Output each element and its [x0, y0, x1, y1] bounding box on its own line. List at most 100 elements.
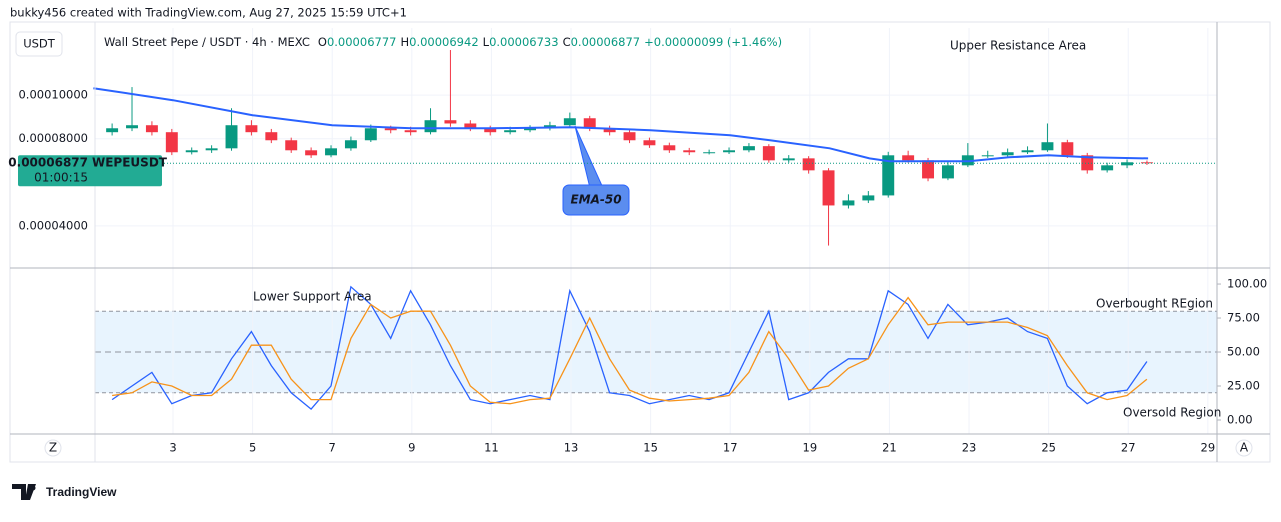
annotation: Upper Resistance Area: [950, 39, 1086, 53]
ohlc-value: 0.00006733: [489, 35, 559, 49]
candle-body: [364, 128, 377, 141]
candle-body: [563, 118, 576, 126]
candle-body: [1101, 165, 1114, 171]
timezone-button[interactable]: [44, 439, 62, 457]
candle-body: [981, 155, 994, 157]
candle-body: [205, 148, 218, 151]
x-tick-label: 7: [329, 441, 336, 455]
candle-body: [384, 128, 397, 131]
y-tick-label: 50.00: [1227, 345, 1260, 359]
frame: [9, 21, 1271, 463]
candle-body: [742, 146, 755, 151]
annotation: Overbought REgion: [1096, 297, 1213, 311]
candle-body: [245, 125, 258, 133]
candle-body: [1041, 142, 1054, 151]
ohlc-label: O: [318, 35, 327, 49]
candle-body: [424, 120, 437, 133]
candle-body: [404, 130, 417, 133]
candle-body: [344, 140, 357, 149]
callout-label: EMA-50: [570, 193, 621, 207]
currency-button[interactable]: [15, 31, 63, 57]
candle-body: [643, 140, 656, 146]
annotation: Oversold Region: [1123, 406, 1221, 420]
y-tick-label: 0.00010000: [18, 88, 88, 102]
x-tick-label: 9: [408, 441, 415, 455]
candle-body: [1081, 155, 1094, 171]
countdown: 01:00:15: [34, 171, 88, 185]
ohlc-value: 0.00006777: [327, 35, 397, 49]
candle-body: [305, 150, 318, 156]
annotation: Lower Support Area: [253, 290, 372, 304]
attribution: bukky456 created with TradingView.com, A…: [10, 6, 407, 20]
candle-body: [1121, 162, 1134, 166]
x-tick-label: 21: [882, 441, 897, 455]
x-tick-label: 13: [564, 441, 579, 455]
ohlc-label: C: [563, 35, 571, 49]
currency-label: USDT: [23, 37, 56, 51]
candle-body: [1021, 150, 1034, 153]
candle-body: [145, 125, 158, 133]
candle-body: [603, 128, 616, 133]
candle-body: [723, 150, 736, 153]
y-tick-label: 75.00: [1227, 311, 1260, 325]
candle-body: [782, 158, 795, 161]
candle-body: [862, 195, 875, 201]
ohlc-value: 0.00006942: [409, 35, 479, 49]
candle-body: [802, 158, 815, 171]
candle-body: [325, 148, 337, 156]
candle-body: [444, 120, 457, 124]
y-tick-label: 0.00: [1227, 412, 1253, 426]
x-tick-label: 25: [1041, 441, 1056, 455]
candle-body: [265, 132, 278, 141]
x-tick-label: 3: [169, 441, 176, 455]
plot-layer: [93, 28, 1217, 434]
candle-body: [623, 132, 636, 141]
legend: Wall Street Pepe / USDT · 4h · MEXC O0.00…: [104, 35, 782, 49]
candle-body: [941, 165, 954, 179]
candle-body: [703, 152, 716, 154]
y-tick-label: 25.00: [1227, 379, 1260, 393]
x-tick-label: 23: [962, 441, 977, 455]
callout: [562, 184, 630, 216]
logo-mark: [12, 484, 36, 500]
candle-body: [842, 200, 855, 206]
x-tick-label: 19: [803, 441, 818, 455]
candle-body: [762, 146, 775, 161]
x-tick-label: 5: [249, 441, 256, 455]
ohlc-label: L: [483, 35, 490, 49]
change: +0.00000099 (+1.46%): [644, 35, 782, 49]
y-tick-label: 0.00008000: [18, 131, 88, 145]
last-price-label: 0.00006877: [8, 156, 88, 170]
autoscale-label: A: [1240, 441, 1249, 455]
y-tick-label: 0.00004000: [18, 218, 88, 232]
candle-body: [902, 155, 915, 161]
candle-body: [504, 130, 517, 133]
ohlc-value: 0.00006877: [571, 35, 641, 49]
x-tick-label: 29: [1201, 441, 1216, 455]
symbol-title: Wall Street Pepe / USDT · 4h · MEXC: [104, 35, 310, 49]
timezone-label: Z: [49, 441, 57, 455]
candle-body: [1061, 142, 1074, 156]
candle-body: [185, 150, 198, 153]
autoscale-button[interactable]: [1235, 439, 1253, 457]
candle-body: [663, 145, 676, 151]
candle-body: [106, 128, 119, 133]
candle-body: [583, 118, 596, 129]
candle-body: [464, 123, 477, 129]
candle-body: [225, 125, 238, 149]
y-tick-label: 100.00: [1227, 277, 1267, 291]
x-tick-label: 17: [723, 441, 738, 455]
candle-body: [882, 155, 895, 196]
x-tick-label: 15: [643, 441, 658, 455]
x-tick-label: 11: [484, 441, 499, 455]
candle-body: [524, 128, 536, 131]
candle-body: [126, 125, 138, 129]
candle-body: [922, 160, 935, 179]
x-tick-label: 27: [1121, 441, 1136, 455]
candle-body: [1140, 162, 1153, 164]
logo-dot: [30, 485, 36, 491]
symbol-badge: WEPEUSDT: [92, 156, 168, 170]
logo: TradingView: [12, 484, 117, 500]
